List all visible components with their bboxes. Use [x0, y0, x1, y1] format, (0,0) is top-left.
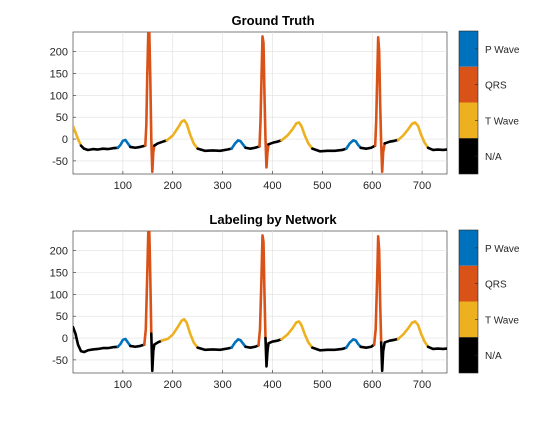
x-tick-label: 100 [114, 180, 132, 192]
signal-segment-qrs [144, 32, 156, 174]
colorbar-label: T Wave [485, 315, 519, 326]
signal-segment-qrs [143, 231, 153, 346]
signal-segment-n-a [383, 138, 400, 145]
colorbar-swatch-qrs [459, 66, 478, 103]
y-tick-label: 150 [50, 268, 68, 280]
signal-segment-n-a [73, 325, 120, 354]
signal-segment-n-a [129, 343, 146, 349]
colorbar-label: T Wave [485, 116, 519, 127]
y-tick-label: 0 [62, 333, 68, 345]
signal-segment-n-a [129, 144, 147, 150]
signal-segment-p-wave [230, 338, 247, 349]
y-tick-label: 100 [50, 90, 68, 102]
ground-truth-panel: Ground Truth 100 200 300 400 500 600 700 -50 0 50… [50, 13, 520, 192]
signal-segment-n-a [244, 344, 260, 349]
colorbar-swatch-p-wave [459, 230, 478, 266]
signal-segment-n-a [196, 147, 233, 153]
signal-segment-n-a [267, 139, 283, 146]
colorbar-label: N/A [485, 351, 502, 362]
signal-segment-p-wave [344, 139, 363, 150]
x-tick-label: 200 [164, 180, 182, 192]
signal-segment-qrs [257, 234, 267, 347]
signal-segment-n-a [426, 146, 447, 152]
signal-segment-t-wave [396, 320, 430, 349]
colorbar-swatch-n-a [459, 337, 478, 373]
signal-segment-p-wave [116, 337, 132, 349]
signal-segment-t-wave [73, 124, 83, 147]
x-tick-label: 100 [114, 379, 132, 391]
y-tick-label: -50 [52, 156, 68, 168]
x-tick-label: 400 [263, 379, 281, 391]
signal-group [73, 32, 447, 174]
signal-segment-t-wave [165, 118, 199, 150]
x-tick-label: 500 [313, 180, 331, 192]
signal-segment-qrs [373, 35, 386, 174]
signal-segment-p-wave [230, 139, 247, 150]
y-tick-label: -50 [52, 355, 68, 367]
signal-segment-n-a [311, 346, 348, 352]
x-tick-label: 700 [413, 180, 431, 192]
x-tick-label: 400 [263, 180, 281, 192]
signal-segment-n-a [311, 147, 348, 153]
x-tick-label: 500 [313, 379, 331, 391]
x-tick-label: 700 [413, 379, 431, 391]
colorbar-swatch-n-a [459, 138, 478, 174]
colorbar: P Wave QRS T Wave N/A [458, 229, 520, 374]
x-tick-label: 600 [363, 180, 381, 192]
colorbar-label: N/A [485, 152, 502, 163]
signal-segment-n-a [152, 139, 169, 147]
signal-segment-t-wave [160, 317, 199, 349]
signal-segment-n-a [359, 144, 377, 150]
signal-segment-n-a [196, 346, 233, 352]
chart-title: Ground Truth [231, 13, 314, 28]
signal-segment-qrs [258, 35, 270, 169]
colorbar-label: QRS [485, 81, 507, 92]
signal-segment-n-a [379, 337, 400, 373]
colorbar-label: QRS [485, 280, 507, 291]
colorbar-swatch-t-wave [459, 102, 478, 139]
y-tick-label: 150 [50, 69, 68, 81]
y-tick-label: 200 [50, 246, 68, 258]
colorbar-swatch-qrs [459, 265, 478, 302]
y-tick-label: 50 [56, 311, 68, 323]
signal-segment-n-a [359, 343, 376, 349]
y-tick-label: 0 [62, 134, 68, 146]
x-tick-label: 300 [213, 379, 231, 391]
signal-segment-n-a [79, 144, 120, 152]
signal-segment-t-wave [280, 320, 314, 349]
signal-segment-n-a [244, 145, 261, 150]
colorbar-frame [458, 30, 479, 175]
signal-segment-p-wave [116, 138, 132, 150]
signal-segment-n-a [264, 336, 283, 368]
y-tick-label: 50 [56, 112, 68, 124]
colorbar-swatch-t-wave [459, 301, 478, 338]
signal-segment-t-wave [280, 121, 314, 150]
y-tick-label: 200 [50, 47, 68, 59]
signal-segment-p-wave [344, 338, 363, 349]
colorbar-swatch-p-wave [459, 31, 478, 67]
network-labeling-panel: Labeling by Network 100 200 300 400 500 600 70… [50, 212, 520, 391]
x-tick-label: 300 [213, 180, 231, 192]
signal-segment-t-wave [396, 121, 430, 150]
signal-segment-n-a [426, 345, 447, 351]
signal-group [73, 231, 447, 373]
signal-segment-qrs [372, 234, 383, 346]
colorbar-label: P Wave [485, 45, 520, 56]
colorbar-frame [458, 229, 479, 374]
chart-title: Labeling by Network [209, 212, 337, 227]
colorbar-label: P Wave [485, 244, 520, 255]
x-tick-label: 600 [363, 379, 381, 391]
colorbar: P Wave QRS T Wave N/A [458, 30, 520, 175]
x-tick-label: 200 [164, 379, 182, 391]
y-tick-label: 100 [50, 289, 68, 301]
signal-segment-n-a [149, 332, 164, 373]
